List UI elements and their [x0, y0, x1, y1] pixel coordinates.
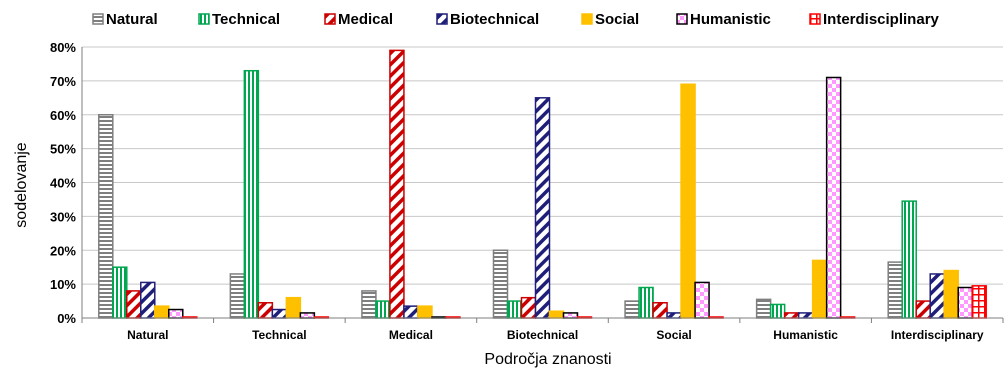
bar-social-natural: [154, 305, 170, 319]
bar-natural-social: [624, 300, 640, 319]
bar-technical-technical: [243, 69, 260, 319]
bar-biotechnical-humanistic: [797, 312, 814, 319]
bar-medical-humanistic: [783, 312, 800, 319]
bar-humanistic-humanistic: [825, 76, 842, 319]
legend-swatch-social: [581, 13, 593, 25]
x-tick-label: Social: [656, 328, 691, 342]
bar-technical-humanistic: [769, 303, 786, 319]
legend-swatch-biotechnical: [436, 13, 448, 25]
bar-humanistic-natural: [168, 308, 184, 319]
axes: 0% 10% 20% 30% 40% 50% 60% 70% 80% Natural Technic…: [50, 40, 1004, 342]
bar-social-medical: [417, 305, 433, 319]
legend-label: Humanistic: [690, 11, 771, 28]
bar-humanistic-social: [694, 281, 710, 319]
y-tick-label: 50%: [50, 142, 76, 157]
y-tick-label: 80%: [50, 40, 76, 55]
bar-biotechnical-interdisciplinary: [929, 273, 945, 319]
bar-medical-natural: [126, 290, 142, 319]
legend-label: Medical: [338, 11, 393, 28]
bar-medical-medical: [389, 49, 405, 319]
y-tick-label: 10%: [50, 277, 76, 292]
bar-biotechnical-natural: [140, 281, 156, 319]
bar-medical-social: [652, 302, 668, 319]
x-tick-label: Natural: [127, 328, 168, 342]
bar-social-humanistic: [811, 259, 828, 319]
bar-social-interdisciplinary: [943, 269, 959, 319]
bar-interdisciplinary-interdisciplinary: [971, 285, 987, 319]
bar-natural-humanistic: [755, 298, 772, 319]
bar-technical-medical: [375, 300, 391, 319]
bar-technical-biotechnical: [506, 300, 523, 319]
legend-swatch-medical: [324, 13, 336, 25]
y-tick-label: 20%: [50, 243, 76, 258]
bar-biotechnical-biotechnical: [534, 97, 551, 319]
legend-swatch-technical: [198, 13, 210, 25]
legend-label: Social: [595, 11, 639, 28]
y-tick-label: 60%: [50, 108, 76, 123]
x-tick-label: Technical: [252, 328, 306, 342]
bar-biotechnical-social: [666, 312, 682, 319]
bar-social-biotechnical: [548, 310, 565, 319]
y-tick-label: 0%: [57, 311, 76, 326]
legend: Natural Technical Medical Biotechnical Socia…: [92, 11, 940, 28]
bar-natural-biotechnical: [492, 249, 509, 319]
legend-label: Interdisciplinary: [823, 11, 940, 28]
bar-medical-interdisciplinary: [915, 300, 931, 319]
legend-label: Natural: [106, 11, 158, 28]
bars: [98, 49, 987, 319]
bar-medical-technical: [257, 302, 274, 319]
bar-natural-interdisciplinary: [887, 261, 903, 319]
bar-humanistic-interdisciplinary: [957, 286, 973, 319]
bar-technical-natural: [112, 266, 128, 319]
x-tick-label: Humanistic: [773, 328, 838, 342]
x-tick-label: Interdisciplinary: [891, 328, 984, 342]
bar-biotechnical-technical: [271, 308, 288, 319]
bar-humanistic-biotechnical: [562, 312, 579, 319]
bar-social-technical: [285, 296, 302, 319]
y-tick-label: 70%: [50, 74, 76, 89]
legend-swatch-humanistic: [676, 13, 688, 25]
bar-medical-biotechnical: [520, 296, 537, 319]
bar-biotechnical-medical: [403, 305, 419, 319]
bar-social-social: [680, 83, 696, 319]
y-tick-label: 30%: [50, 209, 76, 224]
x-tick-label: Biotechnical: [507, 328, 578, 342]
y-axis-title: sodelovanje: [13, 142, 30, 228]
bar-natural-medical: [361, 290, 377, 319]
x-tick-label: Medical: [389, 328, 433, 342]
bar-technical-interdisciplinary: [901, 200, 917, 319]
legend-label: Biotechnical: [450, 11, 539, 28]
legend-label: Technical: [212, 11, 280, 28]
bar-technical-social: [638, 286, 654, 319]
legend-swatch-interdisciplinary: [809, 13, 821, 25]
bar-humanistic-technical: [299, 312, 316, 319]
y-tick-label: 40%: [50, 176, 76, 191]
bar-natural-technical: [229, 273, 246, 319]
bar-natural-natural: [98, 114, 114, 319]
legend-swatch-natural: [92, 13, 104, 25]
x-axis-title: Področja znanosti: [484, 351, 611, 368]
